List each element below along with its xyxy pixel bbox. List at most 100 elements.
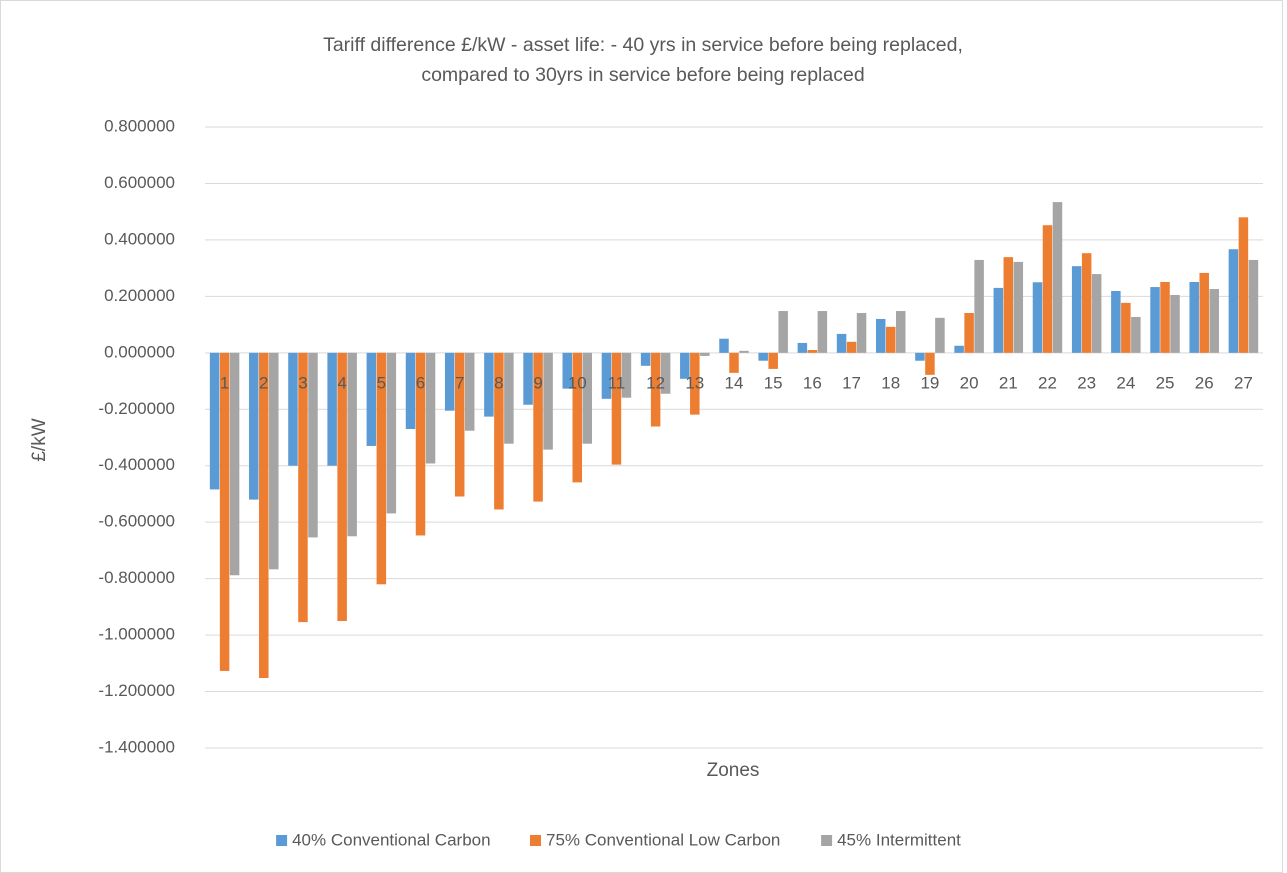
bar (259, 352, 269, 678)
bar (1248, 259, 1259, 353)
bar (415, 352, 426, 536)
x-tick-label: 20 (960, 373, 979, 392)
bar (680, 352, 690, 379)
bar (444, 352, 455, 411)
x-tick-label: 19 (920, 373, 939, 392)
bar (229, 352, 240, 576)
x-tick-label: 1 (220, 373, 229, 392)
bar (1199, 272, 1209, 353)
bar (543, 352, 553, 450)
bar (1042, 225, 1053, 353)
bar (386, 352, 397, 514)
legend-label: 40% Conventional Carbon (292, 830, 490, 849)
bar (1013, 261, 1024, 353)
bar (1071, 266, 1082, 353)
bar (523, 352, 533, 405)
bar (758, 352, 768, 361)
bar (1150, 287, 1160, 353)
bar (494, 352, 504, 510)
x-tick-label: 21 (999, 373, 1018, 392)
y-tick-label: 0.400000 (104, 229, 175, 248)
bar (582, 352, 593, 444)
x-tick-label: 2 (259, 373, 268, 392)
y-tick-label: 0.600000 (104, 173, 175, 192)
x-tick-label: 6 (416, 373, 425, 392)
y-tick-label: 0.200000 (104, 286, 175, 305)
bar (1238, 217, 1249, 353)
y-tick-label: -1.400000 (98, 737, 175, 756)
legend-swatch (276, 835, 288, 846)
y-tick-label: 0.000000 (104, 342, 175, 361)
legend-swatch (530, 835, 541, 846)
bar (1052, 202, 1063, 353)
x-tick-label: 26 (1195, 373, 1214, 392)
bar (739, 350, 749, 353)
bar (337, 352, 347, 621)
bar (366, 352, 377, 446)
x-tick-label: 17 (842, 373, 861, 392)
bar (1228, 249, 1239, 353)
bar (993, 287, 1004, 353)
y-tick-label: -0.800000 (98, 568, 175, 587)
y-tick-label: -0.200000 (98, 399, 175, 418)
bar (915, 352, 925, 361)
bar (405, 352, 416, 430)
y-tick-label: -1.200000 (98, 681, 175, 700)
x-tick-label: 24 (1116, 373, 1135, 392)
bar (778, 311, 788, 353)
y-tick-label: 0.800000 (104, 116, 175, 135)
y-tick-label: -0.600000 (98, 512, 175, 531)
bar (885, 326, 896, 353)
bar (964, 313, 974, 353)
bar (700, 352, 710, 356)
x-tick-label: 22 (1038, 373, 1057, 392)
bar (690, 352, 700, 415)
bar (249, 352, 259, 500)
bar (1081, 253, 1092, 353)
bar (925, 352, 935, 375)
bar (611, 352, 622, 465)
bar (376, 352, 387, 585)
bar (817, 311, 828, 353)
bar (807, 349, 818, 353)
bar (797, 342, 808, 353)
x-tick-label: 10 (568, 373, 587, 392)
bar (1091, 274, 1102, 353)
bar (935, 317, 945, 353)
bar (660, 352, 671, 394)
x-tick-label: 9 (533, 373, 542, 392)
bar (974, 259, 984, 353)
bar (650, 352, 661, 427)
x-tick-label: 7 (455, 373, 464, 392)
bar (308, 352, 318, 538)
bar (1209, 289, 1219, 353)
bar (1032, 282, 1043, 353)
bar (875, 318, 886, 353)
bar (562, 352, 573, 389)
bar (504, 352, 514, 444)
y-axis-title: £/kW (29, 418, 50, 461)
bar (298, 352, 308, 623)
bar (484, 352, 494, 417)
x-tick-label: 27 (1234, 373, 1253, 392)
bar (768, 352, 778, 369)
x-tick-label: 18 (881, 373, 900, 392)
bar (1003, 257, 1014, 353)
bar (836, 333, 847, 353)
legend-swatch (821, 835, 833, 846)
bar (1170, 294, 1180, 353)
bar (464, 352, 475, 431)
x-tick-label: 8 (494, 373, 503, 392)
bar (288, 352, 298, 466)
legend-label: 45% Intermittent (837, 830, 961, 849)
bar (1131, 316, 1141, 353)
bar (1111, 291, 1121, 353)
bar (719, 338, 729, 353)
chart-title: Tariff difference £/kW - asset life: - 4… (323, 34, 963, 86)
bar (601, 352, 612, 399)
bar (895, 311, 906, 353)
x-tick-label: 4 (337, 373, 346, 392)
bar (640, 352, 651, 366)
